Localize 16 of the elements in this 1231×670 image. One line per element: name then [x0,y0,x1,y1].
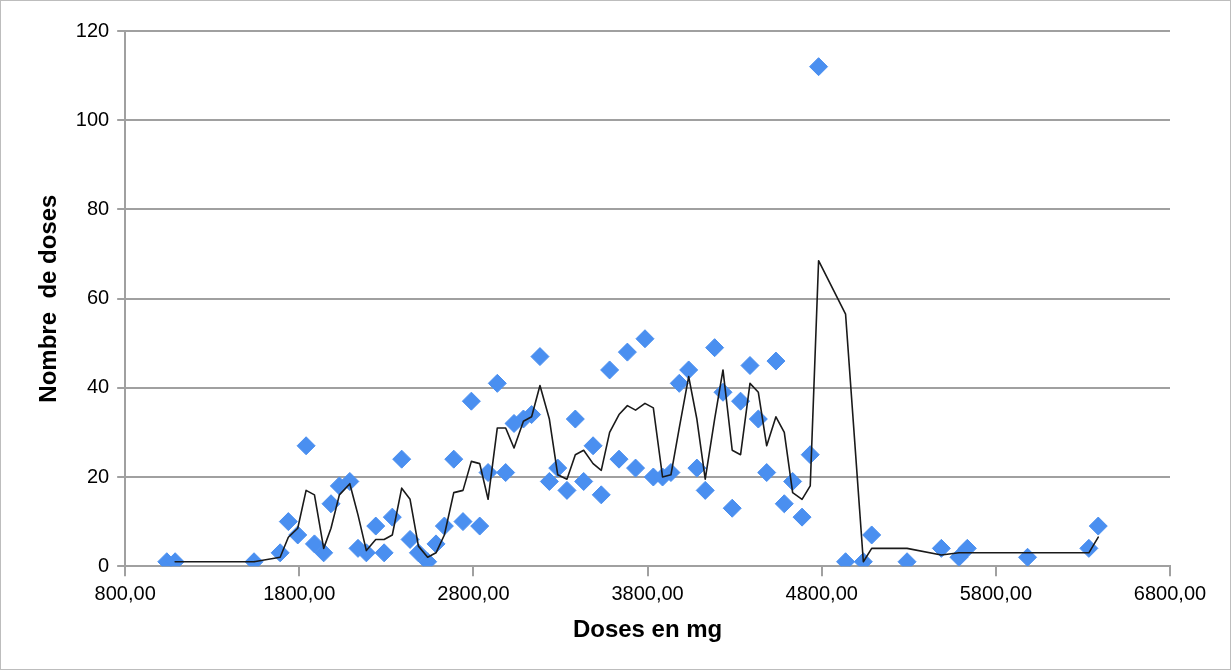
x-tick-label: 4800,00 [785,581,858,604]
y-tick-label: 0 [98,553,110,576]
y-tick-label: 40 [86,375,110,398]
x-axis-title: Doses en mg [572,615,723,643]
x-tick-label: 1800,00 [263,581,336,604]
y-tick-label: 120 [75,18,110,41]
y-tick-label: 80 [86,196,110,219]
x-tick-label: 800,00 [94,581,156,604]
y-axis-title: Nombre de doses [34,194,62,403]
x-tick-label: 2800,00 [437,581,510,604]
x-tick-label: 5800,00 [959,581,1033,604]
y-tick-label: 100 [75,107,110,130]
y-tick-label: 60 [86,286,110,309]
x-tick-label: 3800,00 [611,581,684,604]
y-tick-label: 20 [86,464,110,487]
x-tick-label: 6800,00 [1133,581,1207,604]
